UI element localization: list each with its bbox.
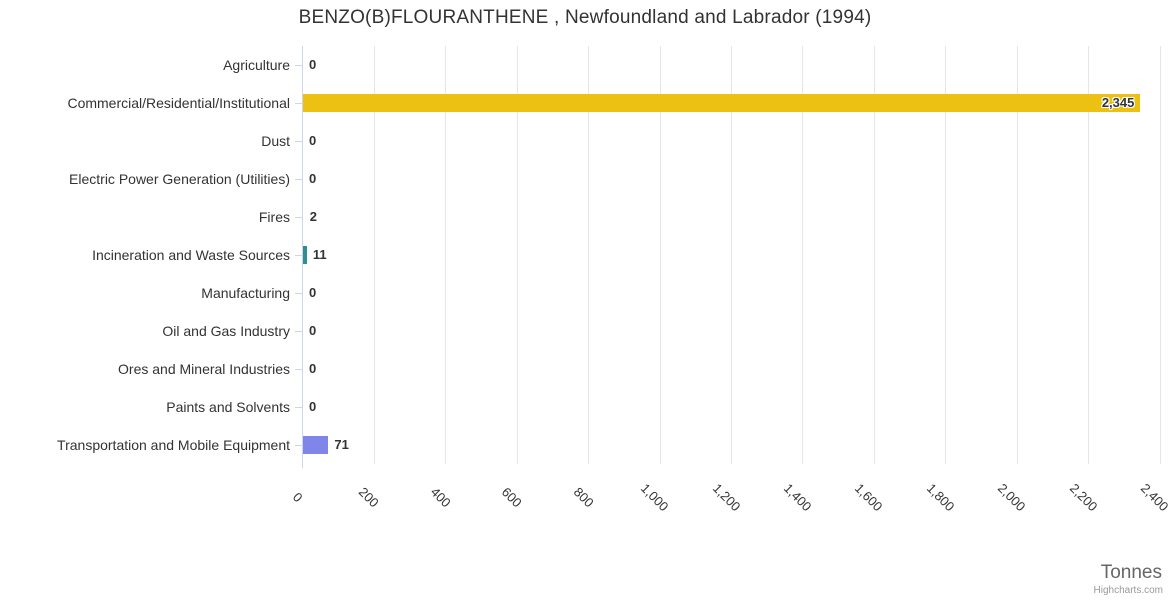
value-axis-tick-label: 200 (356, 484, 383, 511)
value-axis-tick-label: 600 (498, 484, 525, 511)
category-axis-tick (295, 406, 303, 408)
category-axis-tick (295, 254, 303, 256)
value-axis-tick-label: 1,400 (780, 480, 815, 515)
gridline (516, 46, 518, 464)
category-label-manufacturing: Manufacturing (201, 285, 290, 301)
value-axis-tick-label: 2,400 (1137, 480, 1170, 515)
value-axis-tick-label: 2,200 (1066, 480, 1101, 515)
gridline (731, 46, 732, 464)
gridline (1088, 46, 1090, 464)
value-axis-tick-label: 1,800 (923, 480, 958, 515)
category-axis-tick (295, 368, 303, 370)
value-axis-title: Tonnes (1100, 562, 1162, 583)
category-label-fires: Fires (258, 209, 290, 225)
value-label-ores-and-mineral-industries: 0 (309, 361, 317, 376)
bar-commercial-residential-institutional[interactable] (303, 94, 1141, 112)
value-axis-tick-label: 800 (570, 484, 597, 511)
gridline (1159, 46, 1161, 464)
value-label-agriculture: 0 (309, 57, 317, 72)
value-label-paints-and-solvents: 0 (309, 399, 317, 414)
value-label-transportation-and-mobile-equipment: 71 (334, 437, 349, 452)
highcharts-credit-link[interactable]: Highcharts.com (1093, 585, 1163, 596)
category-label-electric-power-generation-utilities: Electric Power Generation (Utilities) (69, 171, 290, 187)
value-label-fires: 2 (309, 209, 317, 224)
gridline (445, 46, 447, 464)
category-label-incineration-and-waste-sources: Incineration and Waste Sources (92, 247, 290, 263)
gridline (659, 46, 661, 464)
value-label-manufacturing: 0 (309, 285, 317, 300)
value-axis-tick-label: 1,200 (709, 480, 744, 515)
category-axis-tick (295, 292, 303, 294)
category-label-oil-and-gas-industry: Oil and Gas Industry (162, 323, 290, 339)
category-axis-tick (295, 64, 303, 66)
gridline (945, 46, 947, 464)
value-label-oil-and-gas-industry: 0 (309, 323, 317, 338)
gridline (873, 46, 875, 464)
value-label-dust: 0 (309, 133, 317, 148)
value-axis-tick-label: 400 (427, 484, 454, 511)
category-axis-tick (295, 140, 303, 142)
value-axis-tick-label: 1,600 (852, 480, 886, 515)
category-label-ores-and-mineral-industries: Ores and Mineral Industries (118, 361, 290, 377)
value-label-commercial-residential-institutional: 2,345 (1101, 95, 1135, 110)
category-label-paints-and-solvents: Paints and Solvents (166, 399, 290, 415)
bar-incineration-and-waste-sources[interactable] (303, 246, 307, 264)
gridline (588, 46, 590, 464)
category-label-agriculture: Agriculture (223, 57, 290, 73)
chart-title: BENZO(B)FLOURANTHENE , Newfoundland and … (298, 7, 872, 28)
category-axis-line (302, 46, 303, 468)
category-axis-tick (295, 216, 303, 218)
gridline (1016, 46, 1018, 464)
category-label-commercial-residential-institutional: Commercial/Residential/Institutional (67, 95, 290, 111)
value-label-incineration-and-waste-sources: 11 (312, 247, 327, 262)
category-label-dust: Dust (261, 133, 290, 149)
gridline (373, 46, 375, 464)
category-axis-tick (295, 330, 303, 332)
bar-transportation-and-mobile-equipment[interactable] (303, 436, 329, 454)
category-axis-tick (295, 102, 303, 104)
category-label-transportation-and-mobile-equipment: Transportation and Mobile Equipment (57, 437, 290, 453)
value-axis-tick-label: 0 (289, 489, 306, 506)
value-axis-tick-label: 2,000 (995, 480, 1029, 515)
category-axis-tick (295, 178, 303, 180)
value-axis-tick-label: 1,000 (637, 480, 672, 515)
category-axis-tick (295, 444, 303, 446)
value-label-electric-power-generation-utilities: 0 (309, 171, 317, 186)
gridline (802, 46, 804, 464)
